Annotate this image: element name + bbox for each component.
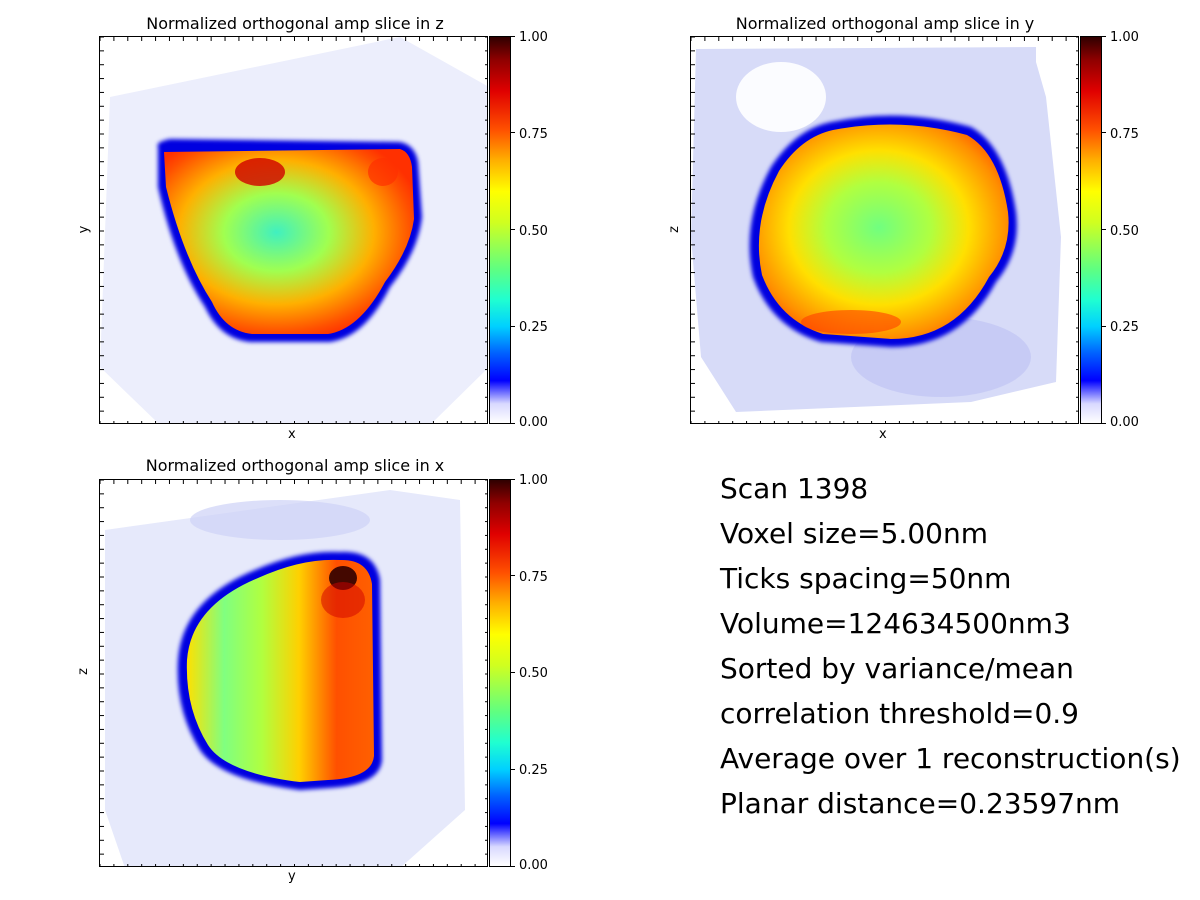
colorbar-tick-mark: [1101, 423, 1106, 424]
colorbar-tick-label: 0.50: [1110, 224, 1139, 239]
colorbar: [489, 479, 511, 867]
panel-title: Normalized orthogonal amp slice in x: [145, 456, 445, 475]
correlation-threshold: correlation threshold=0.9: [720, 697, 1079, 730]
heatmap-image: [105, 490, 465, 866]
x-axis-label: x: [288, 427, 296, 442]
colorbar-tick-mark: [510, 36, 515, 37]
y-axis-label: z: [75, 668, 91, 675]
colorbar-tick-label: 1.00: [519, 473, 548, 488]
heatmap-image: [100, 37, 487, 423]
colorbar-tick-label: 0.50: [519, 224, 548, 239]
colorbar-tick-mark: [1101, 326, 1106, 327]
colorbar-tick-label: 0.75: [519, 127, 548, 142]
heatmap-plot: [99, 479, 488, 867]
ticks-spacing: Ticks spacing=50nm: [720, 562, 1012, 595]
colorbar-tick-mark: [1101, 132, 1106, 133]
y-axis-label: y: [76, 225, 92, 234]
colorbar-tick-mark: [1101, 229, 1106, 230]
colorbar-tick-mark: [510, 575, 515, 576]
colorbar-tick-label: 0.75: [519, 570, 548, 585]
colorbar-tick-label: 0.50: [519, 666, 548, 681]
colorbar-tick-label: 1.00: [519, 30, 548, 45]
colorbar-tick-mark: [510, 479, 515, 480]
colorbar-tick-label: 0.00: [1110, 415, 1139, 430]
scan-number: Scan 1398: [720, 472, 869, 505]
colorbar: [489, 36, 511, 424]
colorbar-tick-mark: [510, 672, 515, 673]
colorbar-tick-label: 0.75: [1110, 127, 1139, 142]
colorbar-tick-mark: [510, 229, 515, 230]
colorbar-tick-label: 0.25: [519, 763, 548, 778]
colorbar-tick-mark: [1101, 36, 1106, 37]
colorbar-tick-mark: [510, 866, 515, 867]
panel-title: Normalized orthogonal amp slice in z: [146, 14, 444, 33]
average-reconstructions: Average over 1 reconstruction(s): [720, 742, 1181, 775]
volume: Volume=124634500nm3: [720, 607, 1071, 640]
colorbar-tick-label: 0.00: [519, 415, 548, 430]
heatmap-image: [691, 47, 1061, 412]
colorbar-tick-label: 0.00: [519, 858, 548, 873]
heatmap-plot: [99, 36, 488, 424]
panel-title: Normalized orthogonal amp slice in y: [735, 14, 1035, 33]
colorbar-tick-mark: [510, 326, 515, 327]
colorbar-tick-label: 0.25: [519, 320, 548, 335]
colorbar-tick-label: 0.25: [1110, 320, 1139, 335]
planar-distance: Planar distance=0.23597nm: [720, 787, 1121, 820]
colorbar-tick-mark: [510, 769, 515, 770]
voxel-size: Voxel size=5.00nm: [720, 517, 988, 550]
scan-info: Scan 1398 Voxel size=5.00nm Ticks spacin…: [720, 466, 1181, 826]
colorbar-tick-mark: [510, 132, 515, 133]
x-axis-label: y: [288, 869, 296, 884]
y-axis-label: z: [666, 226, 682, 233]
colorbar-tick-mark: [510, 423, 515, 424]
heatmap-plot: [690, 36, 1079, 424]
colorbar-tick-label: 1.00: [1110, 30, 1139, 45]
colorbar: [1080, 36, 1102, 424]
sorted-by: Sorted by variance/mean: [720, 652, 1074, 685]
x-axis-label: x: [879, 427, 887, 442]
